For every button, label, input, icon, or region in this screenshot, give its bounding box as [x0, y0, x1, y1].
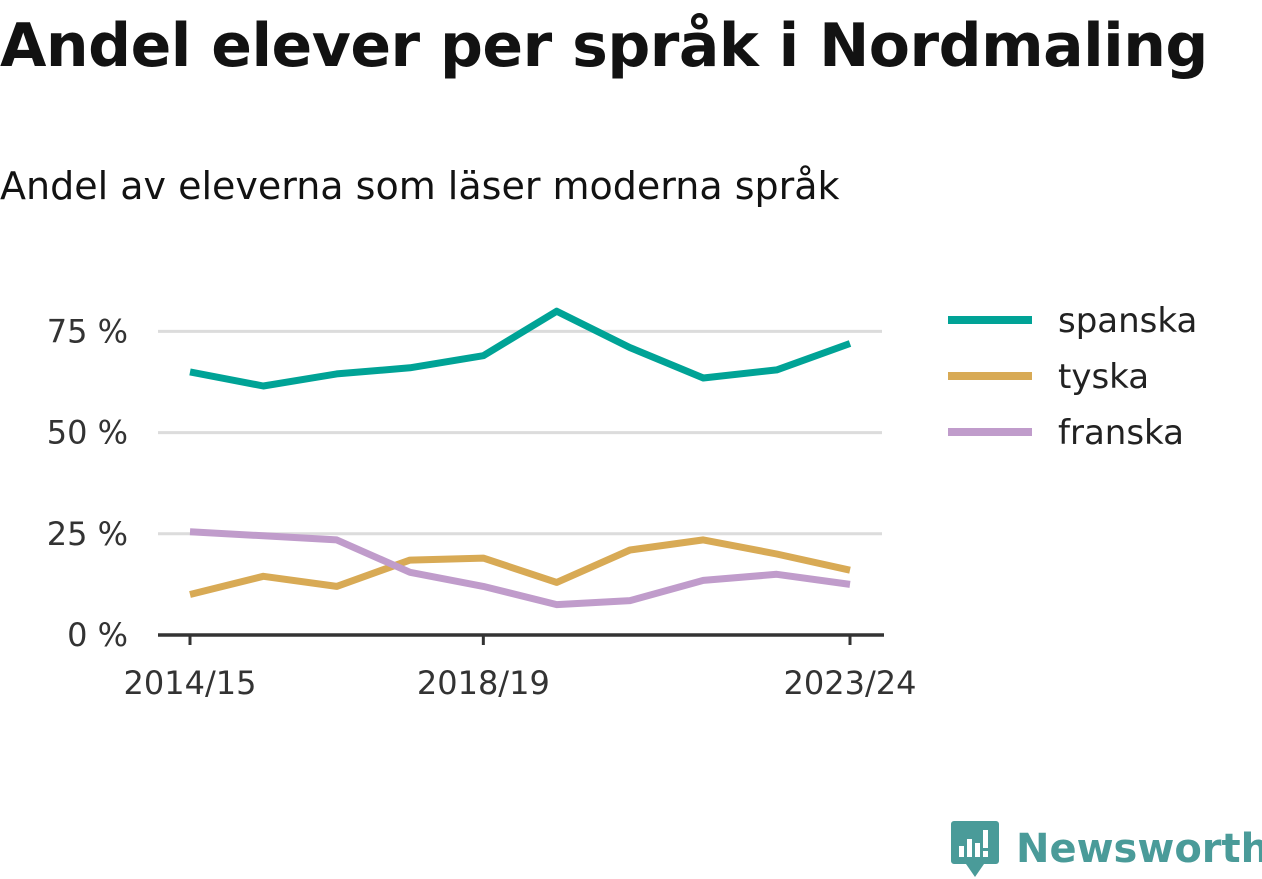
legend: spanska tyska franska — [948, 301, 1197, 453]
legend-label-tyska: tyska — [1058, 357, 1149, 397]
y-axis-tick-labels: 0 % 25 % 50 % 75 % — [47, 312, 128, 654]
series-line-spanska — [189, 307, 852, 390]
y-tick-label: 25 % — [47, 515, 128, 553]
y-tick-label: 75 % — [47, 312, 128, 350]
x-tick-label: 2014/15 — [124, 664, 257, 702]
brand-name: Newsworthy — [1016, 826, 1262, 872]
x-axis — [158, 633, 884, 645]
series-line-tyska — [189, 536, 851, 598]
x-axis-tick-labels: 2014/15 2018/19 2023/24 — [124, 664, 917, 702]
series-line-franska — [189, 528, 851, 609]
x-tick-label: 2018/19 — [417, 664, 550, 702]
newsworthy-logo-icon — [951, 821, 999, 877]
newsworthy-brand: Newsworthy — [950, 818, 1262, 879]
legend-label-franska: franska — [1058, 413, 1184, 453]
chart-subtitle: Andel av eleverna som läser moderna språ… — [0, 164, 840, 208]
series-lines — [189, 307, 852, 609]
y-tick-label: 50 % — [47, 414, 128, 452]
grid-lines — [158, 329, 882, 536]
x-tick-label: 2023/24 — [784, 664, 917, 702]
chart-title: Andel elever per språk i Nordmaling — [0, 11, 1208, 81]
y-tick-label: 0 % — [67, 616, 128, 654]
legend-label-spanska: spanska — [1058, 301, 1197, 341]
